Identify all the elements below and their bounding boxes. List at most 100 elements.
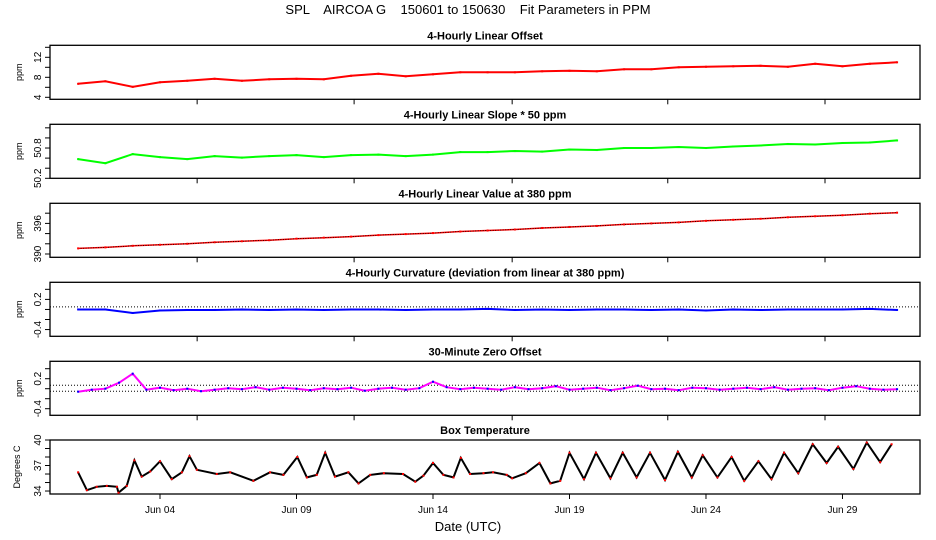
y-axis-label: Degrees C: [12, 445, 22, 489]
panel-title: 4-Hourly Linear Offset: [427, 30, 543, 42]
data-point: [879, 461, 882, 464]
data-point: [104, 308, 107, 311]
data-point: [649, 451, 652, 454]
data-point: [459, 230, 462, 233]
data-point: [896, 388, 899, 391]
data-point: [377, 387, 380, 390]
y-tick-label: -0.4: [33, 321, 44, 339]
data-point: [199, 390, 202, 393]
data-point: [281, 386, 284, 389]
y-tick-label: 50.8: [33, 138, 44, 158]
data-point: [333, 475, 336, 478]
data-point: [140, 475, 143, 478]
data-point: [268, 308, 271, 311]
plot-frame: [49, 439, 921, 495]
data-point: [786, 216, 789, 219]
data-point: [309, 389, 312, 392]
data-point: [609, 477, 612, 480]
series-line: [77, 440, 893, 495]
data-point: [369, 473, 372, 476]
y-tick-label: 8: [33, 74, 44, 80]
x-tick-label: Jun 14: [418, 505, 448, 516]
data-point: [852, 467, 855, 470]
data-point: [431, 380, 434, 383]
data-point: [650, 308, 653, 311]
data-point: [868, 62, 871, 65]
data-point: [841, 141, 844, 144]
data-point: [690, 476, 693, 479]
data-point: [414, 480, 417, 483]
data-point: [324, 451, 327, 454]
y-tick-label: 4: [33, 94, 44, 100]
data-point: [357, 482, 360, 485]
data-point: [513, 228, 516, 231]
data-point: [186, 79, 189, 82]
data-point: [623, 147, 626, 150]
data-point: [814, 308, 817, 311]
data-point: [896, 61, 899, 64]
data-point: [296, 456, 299, 459]
data-point: [868, 212, 871, 215]
panel-2: 4-Hourly Linear Slope * 50 ppm 50.2 50.8 pp…: [14, 109, 921, 188]
data-point: [377, 153, 380, 156]
data-point: [704, 387, 707, 390]
data-point: [718, 388, 721, 391]
plot-frame: [49, 44, 921, 100]
data-point: [77, 390, 80, 393]
data-point: [240, 388, 243, 391]
data-point: [268, 155, 271, 158]
series-line: [78, 61, 898, 88]
data-point: [541, 387, 544, 390]
x-axis-label: Date (UTC): [435, 519, 501, 534]
data-point: [404, 388, 407, 391]
data-point: [759, 64, 762, 67]
data-point: [704, 65, 707, 68]
data-point: [227, 387, 230, 390]
data-point: [186, 242, 189, 245]
data-point: [431, 308, 434, 311]
data-point: [350, 154, 353, 157]
data-point: [240, 308, 243, 311]
data-point: [336, 388, 339, 391]
y-tick-label: 396: [33, 215, 44, 232]
data-point: [170, 478, 173, 481]
data-point: [391, 386, 394, 389]
data-point: [459, 71, 462, 74]
panel-title: Box Temperature: [440, 425, 530, 437]
data-point: [538, 461, 541, 464]
data-point: [568, 148, 571, 151]
panel-6: Box Temperature 34 37 40 Degrees C Jun 04 Jun …: [12, 425, 921, 516]
data-point: [77, 308, 80, 311]
data-point: [541, 150, 544, 153]
data-point: [350, 308, 353, 311]
data-point: [322, 156, 325, 159]
data-point: [568, 308, 571, 311]
data-point: [213, 308, 216, 311]
data-point: [377, 234, 380, 237]
data-point: [704, 147, 707, 150]
data-point: [896, 211, 899, 214]
data-point: [650, 222, 653, 225]
data-point: [811, 443, 814, 446]
data-point: [350, 74, 353, 77]
data-point: [513, 150, 516, 153]
data-point: [865, 441, 868, 444]
data-point: [855, 385, 858, 388]
data-point: [240, 240, 243, 243]
data-point: [295, 237, 298, 240]
data-point: [131, 244, 134, 247]
data-point: [890, 443, 893, 446]
data-point: [786, 388, 789, 391]
data-point: [691, 386, 694, 389]
data-point: [77, 82, 80, 85]
data-point: [676, 450, 679, 453]
data-point: [305, 476, 308, 479]
data-point: [431, 73, 434, 76]
data-point: [524, 472, 527, 475]
data-point: [104, 387, 107, 390]
data-point: [469, 473, 472, 476]
data-point: [814, 62, 817, 65]
data-point: [159, 81, 162, 84]
data-point: [431, 232, 434, 235]
data-point: [117, 491, 120, 494]
